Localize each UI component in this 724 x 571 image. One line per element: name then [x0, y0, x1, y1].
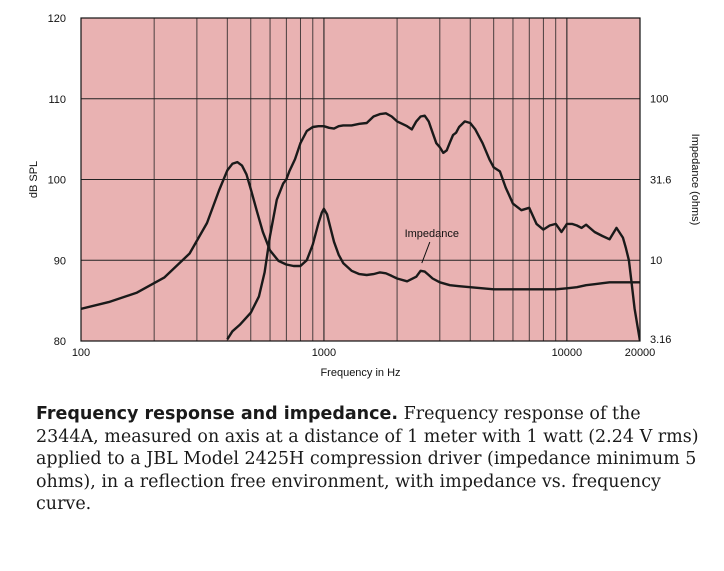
figure-caption: Frequency response and impedance. Freque…	[36, 403, 706, 516]
x-tick-labels: 100 1000 10000 20000	[72, 347, 655, 359]
x-tick-label: 10000	[552, 347, 583, 359]
y2-tick-label: 100	[650, 94, 668, 106]
caption-body: Frequency response of the 2344A, measure…	[36, 404, 699, 514]
plot-frame	[80, 17, 641, 342]
annotation-leader-line	[421, 241, 431, 264]
impedance-annotation-label: Impedance	[405, 228, 459, 240]
x-tick-label: 20000	[625, 347, 656, 359]
y2-tick-labels: 3.16 10 31.6 100	[650, 94, 671, 346]
x-tick-label: 100	[72, 347, 90, 359]
impedance-curve	[81, 160, 640, 310]
annotations: Impedance	[405, 228, 459, 264]
caption-title: Frequency response and impedance.	[36, 404, 399, 424]
y-axis-label: dB SPL	[28, 161, 40, 198]
y-tick-label: 110	[48, 94, 66, 106]
data-curves	[81, 112, 640, 341]
x-axis-label: Frequency in Hz	[320, 367, 400, 379]
y2-tick-label: 31.6	[650, 175, 671, 187]
tick-labels: 100 1000 10000 20000 80 90 100 110 120 3.16 10 31.6…	[48, 13, 672, 359]
x-tick-label: 1000	[312, 347, 336, 359]
grid-lines	[81, 18, 640, 341]
y-tick-labels: 80 90 100 110 120	[48, 13, 66, 348]
y2-tick-label: 3.16	[650, 334, 671, 346]
y-tick-label: 90	[54, 255, 66, 267]
frequency-response-chart: 100 1000 10000 20000 80 90 100 110 120 3.16 10 31.6…	[28, 13, 701, 379]
y-tick-label: 120	[48, 13, 66, 25]
frequency-response-curve	[226, 112, 640, 341]
y-tick-label: 100	[48, 175, 66, 187]
y2-tick-label: 10	[650, 255, 662, 267]
y2-axis-label: Impedance (ohms)	[689, 134, 701, 226]
y-tick-label: 80	[54, 336, 66, 348]
